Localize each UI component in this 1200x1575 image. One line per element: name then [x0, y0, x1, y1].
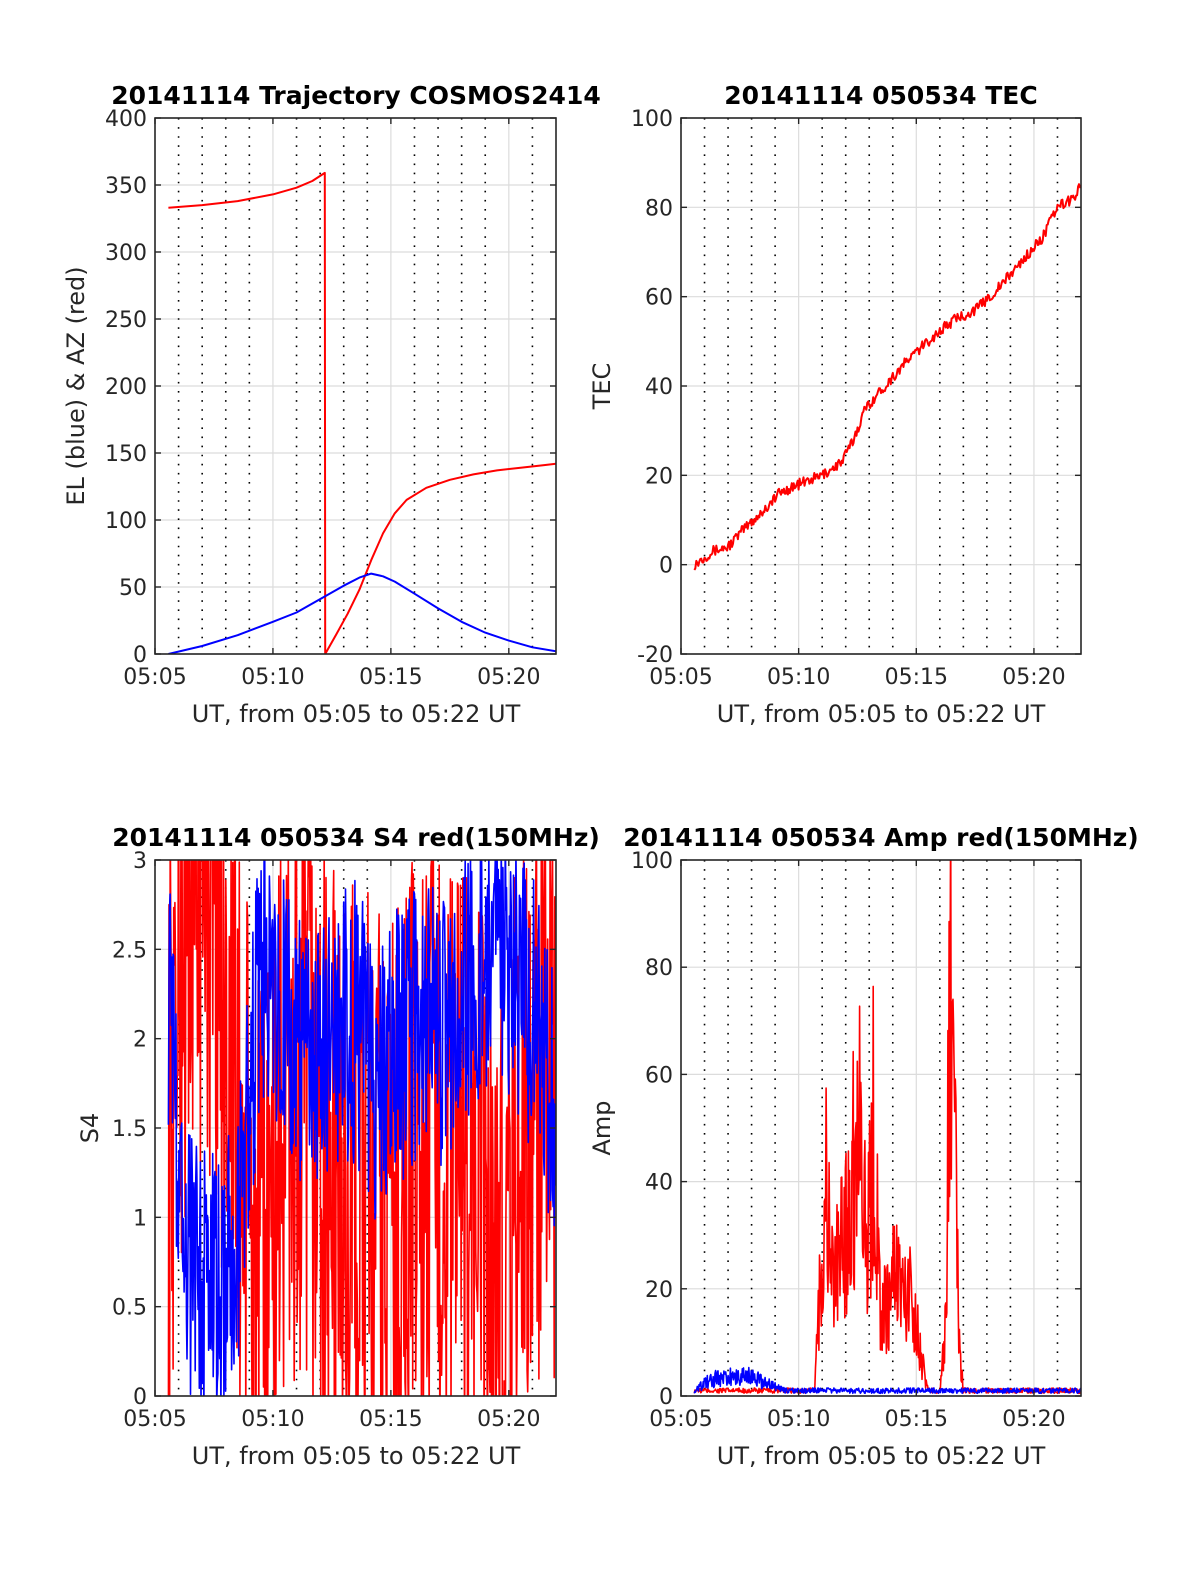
- amp-y-label: Amp: [588, 1100, 616, 1155]
- trajectory-y-label: EL (blue) & AZ (red): [62, 266, 90, 505]
- s4-ytick-label-6: 3: [133, 849, 147, 874]
- trajectory-ytick-label-6: 300: [105, 241, 147, 266]
- s4-xtick-label-3: 05:20: [477, 1407, 540, 1432]
- s4-panel: UT, from 05:05 to 05:22 UT S4 05:05 05:10…: [76, 823, 600, 1470]
- trajectory-x-label: UT, from 05:05 to 05:22 UT: [192, 700, 521, 728]
- s4-xtick-label-2: 05:15: [359, 1407, 422, 1432]
- tec-ytick-label-6: 100: [631, 107, 673, 132]
- tec-series-0: [693, 183, 1081, 571]
- s4-ytick-label-2: 1: [133, 1206, 147, 1231]
- trajectory-panel: UT, from 05:05 to 05:22 UT EL (blue) & A…: [62, 81, 601, 728]
- s4-ytick-label-3: 1.5: [112, 1117, 147, 1142]
- s4-y-label: S4: [76, 1113, 104, 1144]
- tec-y-label: TEC: [588, 363, 616, 411]
- s4-series-1: [167, 860, 556, 1396]
- amp-ytick-label-3: 60: [645, 1063, 673, 1088]
- amp-ytick-label-5: 100: [631, 849, 673, 874]
- amp-xtick-label-2: 05:15: [885, 1407, 948, 1432]
- s4-xtick-label-0: 05:05: [123, 1407, 186, 1432]
- s4-title: 20141114 050534 S4 red(150MHz): [112, 823, 600, 852]
- tec-title: 20141114 050534 TEC: [724, 81, 1037, 110]
- amp-x-label: UT, from 05:05 to 05:22 UT: [717, 1442, 1046, 1470]
- tec-ytick-label-3: 40: [645, 375, 673, 400]
- s4-series-0: [167, 860, 556, 1396]
- tec-ytick-label-2: 20: [645, 464, 673, 489]
- trajectory-ytick-label-5: 250: [105, 308, 147, 333]
- tec-xtick-label-0: 05:05: [649, 665, 712, 690]
- trajectory-series-1: [168, 572, 556, 654]
- s4-ytick-label-4: 2: [133, 1028, 147, 1053]
- trajectory-ytick-label-0: 0: [133, 643, 147, 668]
- amp-series-1: [693, 1366, 1081, 1395]
- s4-ytick-label-0: 0: [133, 1385, 147, 1410]
- trajectory-ytick-label-7: 350: [105, 174, 147, 199]
- tec-xtick-label-1: 05:10: [767, 665, 830, 690]
- amp-xtick-label-1: 05:10: [767, 1407, 830, 1432]
- trajectory-ytick-label-1: 50: [119, 576, 147, 601]
- s4-ytick-label-5: 2.5: [112, 938, 147, 963]
- amp-ytick-label-1: 20: [645, 1278, 673, 1303]
- trajectory-xtick-label-0: 05:05: [123, 665, 186, 690]
- tec-x-label: UT, from 05:05 to 05:22 UT: [717, 700, 1046, 728]
- amp-xtick-label-0: 05:05: [649, 1407, 712, 1432]
- tec-ytick-label-1: 0: [659, 554, 673, 579]
- amp-ytick-label-2: 40: [645, 1171, 673, 1196]
- amp-xtick-label-3: 05:20: [1002, 1407, 1065, 1432]
- tec-xtick-label-2: 05:15: [885, 665, 948, 690]
- trajectory-xtick-label-2: 05:15: [359, 665, 422, 690]
- trajectory-title: 20141114 Trajectory COSMOS2414: [111, 81, 601, 110]
- trajectory-xtick-label-1: 05:10: [241, 665, 304, 690]
- tec-ytick-label-5: 80: [645, 196, 673, 221]
- amp-ytick-label-4: 80: [645, 956, 673, 981]
- trajectory-ytick-label-8: 400: [105, 107, 147, 132]
- amp-axes-frame: [680, 859, 1082, 1397]
- s4-xtick-label-1: 05:10: [241, 1407, 304, 1432]
- tec-ytick-label-4: 60: [645, 286, 673, 311]
- s4-ytick-label-1: 0.5: [112, 1296, 147, 1321]
- trajectory-ytick-label-3: 150: [105, 442, 147, 467]
- tec-ytick-label-0: -20: [637, 643, 673, 668]
- tec-panel: UT, from 05:05 to 05:22 UT TEC 05:05 05:1…: [588, 81, 1082, 728]
- s4-x-label: UT, from 05:05 to 05:22 UT: [192, 1442, 521, 1470]
- trajectory-ytick-label-2: 100: [105, 509, 147, 534]
- amp-panel: UT, from 05:05 to 05:22 UT Amp 05:05 05:1…: [588, 823, 1139, 1470]
- tec-xtick-label-3: 05:20: [1002, 665, 1065, 690]
- amp-ytick-label-0: 0: [659, 1385, 673, 1410]
- trajectory-xtick-label-3: 05:20: [477, 665, 540, 690]
- trajectory-ytick-label-4: 200: [105, 375, 147, 400]
- amp-title: 20141114 050534 Amp red(150MHz): [623, 823, 1139, 852]
